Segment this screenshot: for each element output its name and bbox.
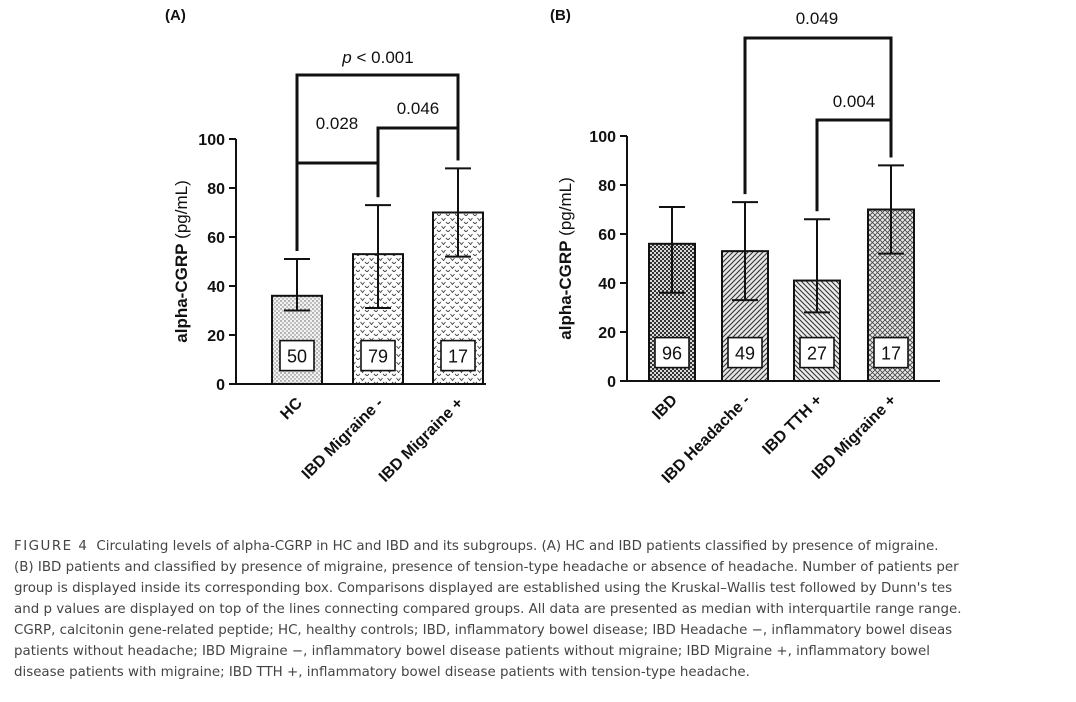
- comparison-label-value: 0.049: [796, 9, 839, 28]
- panel-b-chart: (B) 0 20 40 60 80 100 alpha-CGRP (pg/mL) 96 IBD 49…: [550, 7, 940, 487]
- y-axis-label: alpha-CGRP (pg/mL): [172, 180, 191, 342]
- y-tick-label: 40: [598, 276, 616, 293]
- caption-line-6: patients without headache; IBD Migraine …: [14, 644, 931, 659]
- category-label: IBD: [649, 392, 681, 424]
- n-label: 17: [448, 347, 468, 367]
- comparison-label: 0.028: [316, 114, 359, 133]
- n-label: 27: [807, 344, 827, 364]
- caption-line-1: FIGURE 4 Circulating levels of alpha-CGRP…: [14, 536, 1074, 557]
- comparison-bracket: [295, 161, 380, 252]
- caption-line-1-text: Circulating levels of alpha-CGRP in HC a…: [96, 539, 939, 554]
- n-label-box: [873, 336, 909, 369]
- n-label-box: [799, 336, 835, 369]
- n-label: 49: [735, 344, 755, 364]
- category-label: IBD Migraine -: [299, 395, 387, 483]
- comparison-label-value: 0.046: [397, 99, 440, 118]
- n-label-box: [360, 339, 396, 372]
- comparison-label-value: 0.004: [833, 92, 876, 111]
- y-tick-label: 0: [607, 374, 616, 391]
- n-label-box: [279, 339, 315, 372]
- comparison-label-value: 0.028: [316, 114, 359, 133]
- figure-caption: FIGURE 4 Circulating levels of alpha-CGRP…: [14, 536, 1074, 683]
- n-label-box: [654, 336, 690, 369]
- y-tick-label: 80: [598, 178, 616, 195]
- caption-line-2: (B) IBD patients and classified by prese…: [14, 560, 959, 575]
- category-label: HC: [277, 394, 306, 423]
- n-label: 50: [287, 347, 307, 367]
- y-tick-label: 60: [207, 230, 225, 247]
- y-axis-label-unit: (pg/mL): [172, 180, 191, 243]
- y-tick-label: 100: [589, 129, 616, 146]
- y-tick-label: 40: [207, 279, 225, 296]
- y-tick-label: 20: [207, 328, 225, 345]
- comparison-label: 0.004: [833, 92, 876, 111]
- n-label: 96: [662, 344, 682, 364]
- panel-label: (B): [550, 7, 571, 24]
- y-axis-label: alpha-CGRP (pg/mL): [556, 177, 575, 339]
- category-label: IBD TTH +: [759, 392, 825, 458]
- caption-line-5: CGRP, calcitonin gene-related peptide; H…: [14, 623, 953, 638]
- comparison-label: 0.049: [796, 9, 839, 28]
- n-label: 79: [368, 347, 388, 367]
- comparison-label: 0.046: [397, 99, 440, 118]
- category-label: IBD Migraine +: [376, 395, 467, 486]
- n-label-box: [727, 336, 763, 369]
- panel-label: (A): [165, 7, 186, 24]
- caption-line-7: disease patients with migraine; IBD TTH …: [14, 665, 750, 680]
- y-tick-label: 60: [598, 227, 616, 244]
- comparison-label: p < 0.001: [341, 48, 413, 67]
- y-axis-label-main: alpha-CGRP: [556, 241, 575, 340]
- comparison-bracket: [376, 126, 460, 198]
- y-axis-label-main: alpha-CGRP: [172, 244, 191, 343]
- comparison-bracket: [815, 118, 893, 212]
- n-label: 17: [881, 344, 901, 364]
- y-tick-label: 20: [598, 325, 616, 342]
- figure-label: FIGURE 4: [14, 539, 89, 554]
- figure-4-charts: (A) 0 20 40 60 80 100 alpha-CGRP (pg/mL) 50 HC 79 I…: [165, 7, 940, 487]
- y-tick-label: 0: [216, 377, 225, 394]
- comparison-bracket: [743, 36, 893, 195]
- y-axis-label-unit: (pg/mL): [556, 177, 575, 240]
- y-tick-label: 100: [198, 132, 225, 149]
- caption-line-4: and p values are displayed on top of the…: [14, 602, 962, 617]
- comparison-label-value: < 0.001: [352, 48, 414, 67]
- y-tick-label: 80: [207, 181, 225, 198]
- panel-a-chart: (A) 0 20 40 60 80 100 alpha-CGRP (pg/mL) 50 HC 79 I…: [165, 7, 486, 486]
- comparison-label-italic: p: [341, 48, 351, 67]
- n-label-box: [440, 339, 476, 372]
- caption-line-3: group is displayed inside its correspond…: [14, 581, 953, 596]
